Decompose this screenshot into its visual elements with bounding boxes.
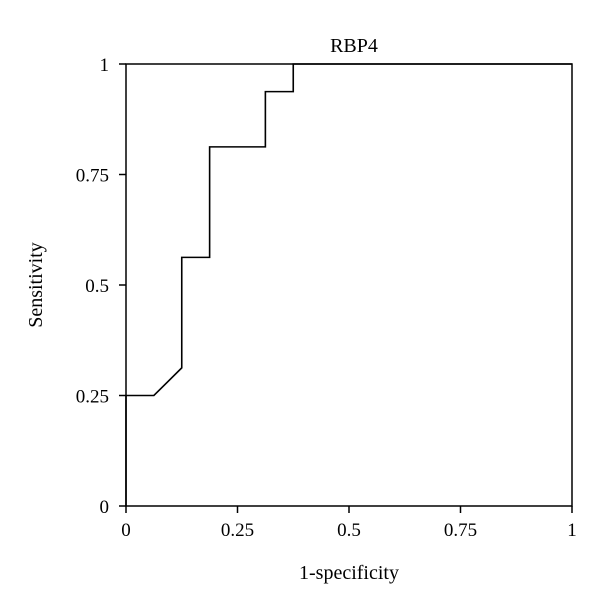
x-axis-ticks: 0 0.25 0.5 0.75 1 (121, 506, 577, 541)
y-tick-label: 0.25 (76, 387, 109, 408)
x-tick-label: 0 (121, 520, 131, 541)
y-tick-label: 0.75 (76, 166, 109, 187)
x-tick-label: 0.5 (337, 520, 361, 541)
x-axis-title: 1-specificity (299, 562, 399, 584)
x-tick-label: 1 (567, 520, 577, 541)
roc-curve-line (125, 63, 572, 506)
y-tick-label: 0 (100, 497, 110, 518)
x-tick-label: 0.75 (444, 520, 477, 541)
y-axis-title: Sensitivity (25, 242, 47, 328)
y-tick-label: 0.5 (85, 276, 109, 297)
y-tick-label: 1 (100, 55, 110, 76)
x-tick-label: 0.25 (221, 520, 254, 541)
y-axis-ticks: 0 0.25 0.5 0.75 1 (76, 55, 126, 518)
chart-title: RBP4 (330, 35, 378, 57)
plot-frame (125, 63, 573, 507)
series-layer (125, 63, 572, 506)
